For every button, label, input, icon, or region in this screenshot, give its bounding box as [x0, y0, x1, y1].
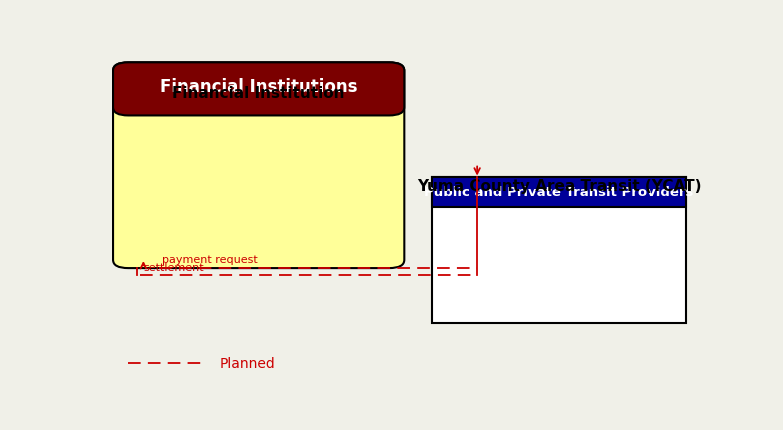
Bar — [128, 92, 389, 108]
Text: payment request: payment request — [161, 255, 258, 264]
Text: Public and Private Transit Providers: Public and Private Transit Providers — [424, 186, 694, 199]
FancyBboxPatch shape — [113, 63, 404, 268]
Text: Planned: Planned — [219, 356, 275, 370]
Bar — [431, 178, 687, 207]
Text: Financial Institutions: Financial Institutions — [160, 77, 357, 95]
Text: Financial Institution: Financial Institution — [172, 86, 345, 101]
Text: Yuma County Area Transit (YCAT): Yuma County Area Transit (YCAT) — [417, 178, 702, 193]
Text: settlement: settlement — [143, 262, 204, 273]
FancyBboxPatch shape — [113, 63, 404, 116]
Bar — [431, 178, 687, 323]
